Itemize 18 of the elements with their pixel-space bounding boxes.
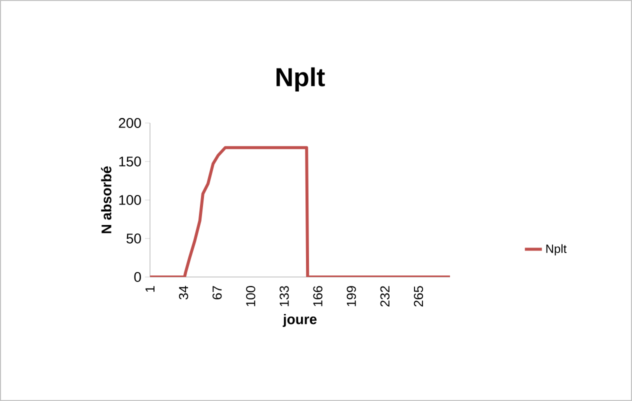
x-tick-label: 34 xyxy=(178,286,188,300)
y-tick-label: 0 xyxy=(134,272,141,282)
x-tick-label: 265 xyxy=(414,286,424,306)
y-tick-label: 200 xyxy=(118,118,141,128)
x-tick-label: 232 xyxy=(380,286,390,306)
x-tick-label: 1 xyxy=(146,286,154,292)
y-tick-label: 50 xyxy=(126,234,141,244)
x-tick-label: 100 xyxy=(246,286,256,306)
legend-label: Nplt xyxy=(546,244,567,256)
x-tick-label: 67 xyxy=(212,286,222,300)
chart-title: Nplt xyxy=(276,67,325,92)
x-axis-title: joure xyxy=(282,314,317,327)
x-tick-label: 133 xyxy=(280,286,289,306)
x-tick-label: 199 xyxy=(346,286,356,306)
x-tick-label: 166 xyxy=(313,286,322,306)
y-tick-label: 100 xyxy=(119,195,141,205)
y-axis-title: N absorbé xyxy=(101,166,112,234)
y-tick-label: 150 xyxy=(119,156,141,166)
